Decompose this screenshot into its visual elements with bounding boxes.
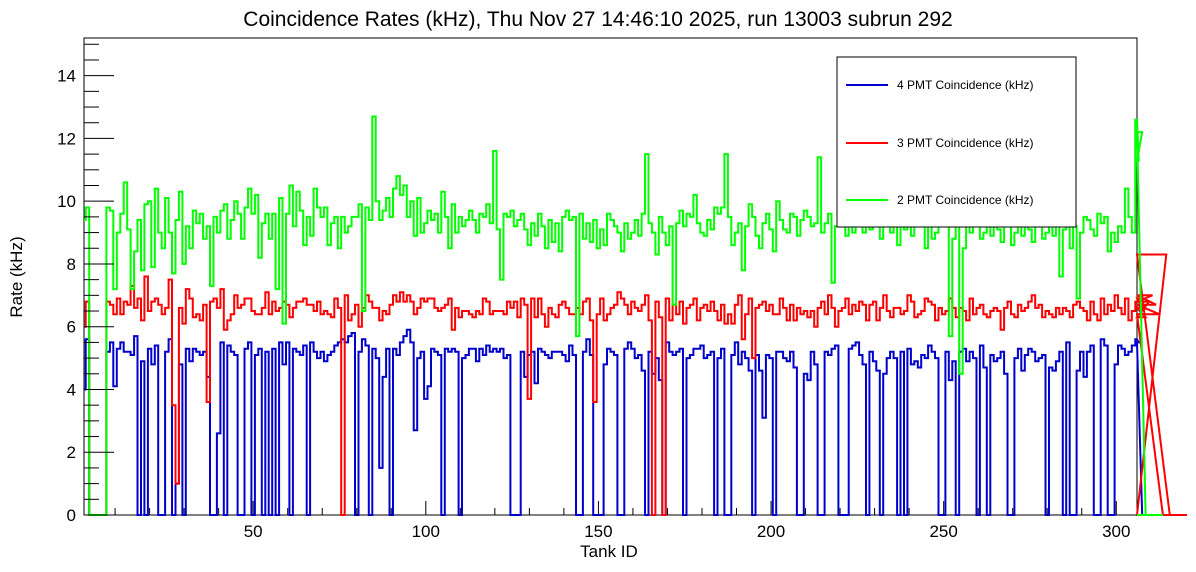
series-layer — [84, 115, 1188, 516]
y-tick-label: 6 — [67, 318, 76, 337]
chart-title: Coincidence Rates (kHz), Thu Nov 27 14:4… — [243, 8, 952, 31]
series-line-4pmt — [84, 328, 1156, 516]
legend-label-2pmt: 2 PMT Coincidence (kHz) — [897, 193, 1034, 207]
legend-label-3pmt: 3 PMT Coincidence (kHz) — [897, 136, 1034, 150]
y-tick-label: 14 — [57, 67, 76, 86]
series-line-3pmt — [84, 253, 1188, 516]
x-tick-label: 50 — [244, 522, 263, 541]
x-tick-label: 300 — [1102, 522, 1130, 541]
x-axis-title: Tank ID — [580, 542, 638, 561]
legend-label-4pmt: 4 PMT Coincidence (kHz) — [897, 78, 1034, 92]
x-tick-label: 250 — [929, 522, 957, 541]
legend: 4 PMT Coincidence (kHz) 3 PMT Coincidenc… — [836, 56, 1077, 228]
y-tick-label: 8 — [67, 255, 76, 274]
x-tick-label: 100 — [412, 522, 440, 541]
series-line-2pmt — [84, 115, 1163, 516]
y-axis-title: Rate (kHz) — [7, 236, 26, 317]
y-tick-label: 10 — [57, 192, 76, 211]
y-tick-label: 2 — [67, 443, 76, 462]
y-tick-label: 0 — [67, 506, 76, 525]
axes-layer: 0 2 4 6 8 10 12 14 50 100 150 200 250 300 — [57, 43, 1130, 541]
x-tick-label: 200 — [757, 522, 785, 541]
y-tick-label: 4 — [67, 380, 76, 399]
y-tick-label: 12 — [57, 129, 76, 148]
x-tick-label: 150 — [584, 522, 612, 541]
